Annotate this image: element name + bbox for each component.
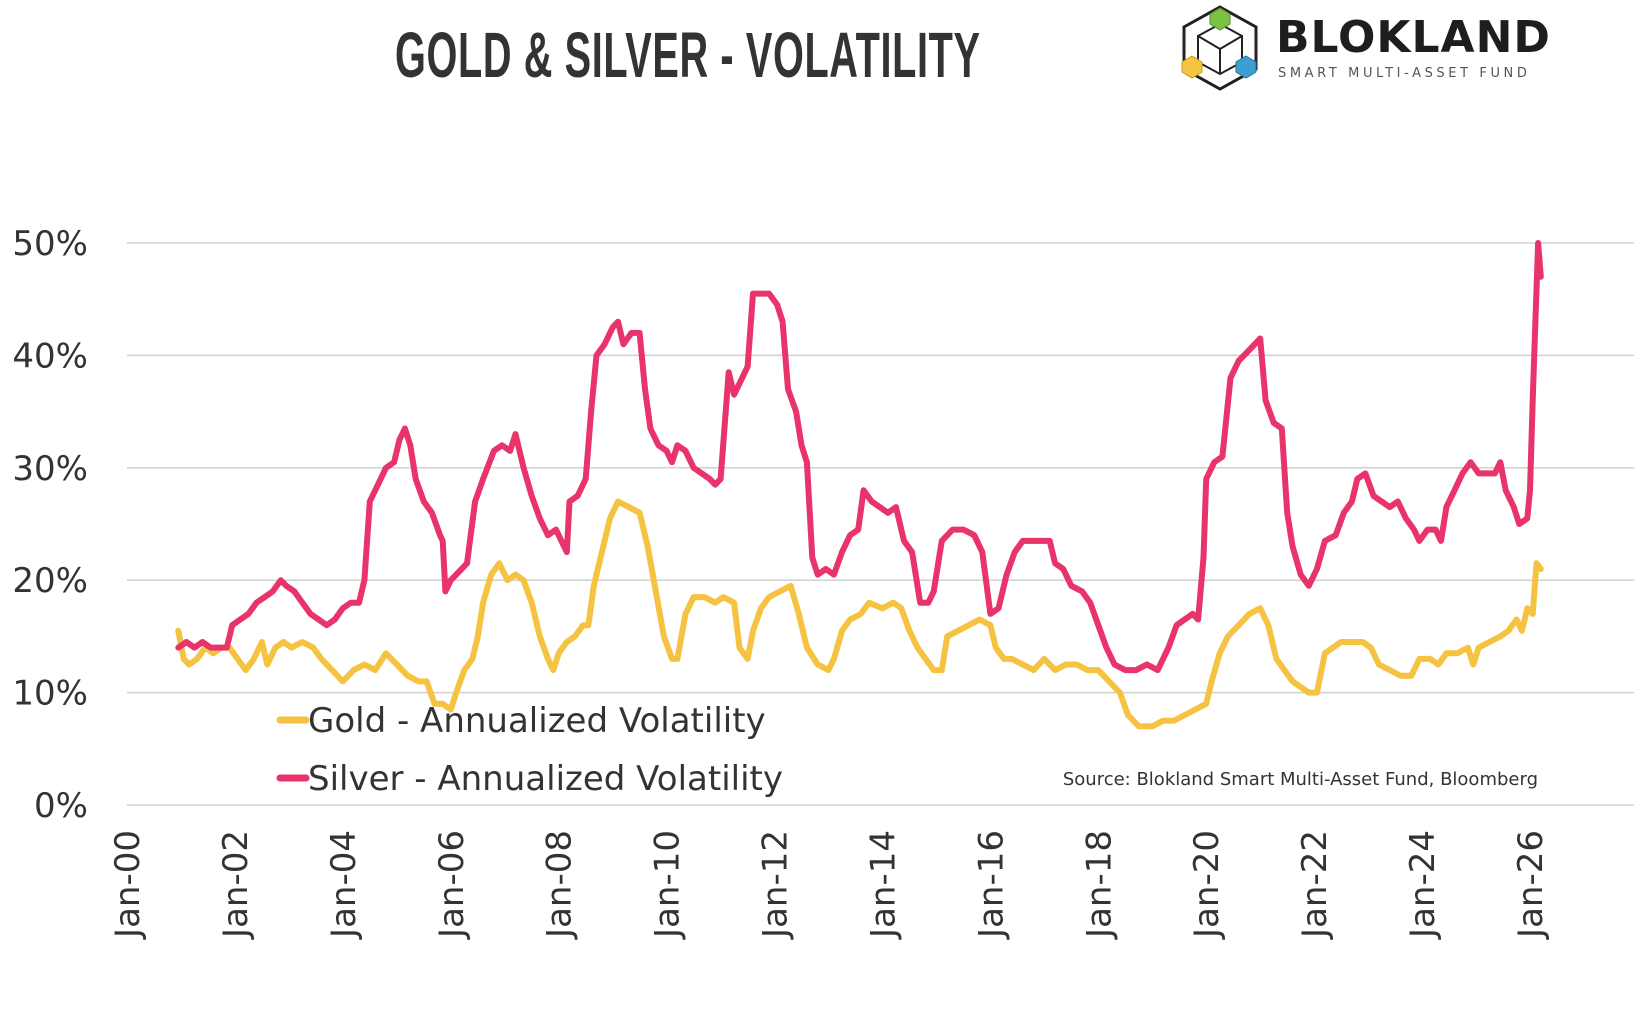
green-cube-icon xyxy=(1209,7,1231,31)
x-tick-label: Jan-08 xyxy=(540,830,580,940)
y-tick-label: 30% xyxy=(12,449,88,489)
x-tick-label: Jan-24 xyxy=(1403,830,1443,940)
x-axis-ticks: Jan-00 Jan-02 Jan-04 Jan-06 Jan-08 Jan-10 Jan-… xyxy=(108,830,1551,940)
x-tick-label: Jan-10 xyxy=(648,830,688,940)
series-line-silver xyxy=(175,240,1544,674)
x-tick-label: Jan-00 xyxy=(108,830,148,940)
y-tick-label: 20% xyxy=(12,561,88,601)
gridlines xyxy=(127,242,1634,806)
brand-name: BLOKLAND xyxy=(1276,12,1551,63)
blue-cube-icon xyxy=(1235,55,1257,79)
x-tick-label: Jan-26 xyxy=(1511,830,1551,940)
brand-tagline: SMART MULTI-ASSET FUND xyxy=(1278,66,1531,81)
chart-title: GOLD & SILVER - VOLATILITY xyxy=(395,19,981,91)
legend-label-silver: Silver - Annualized Volatility xyxy=(308,759,783,799)
y-tick-label: 40% xyxy=(12,336,88,376)
yellow-cube-icon xyxy=(1181,55,1203,79)
x-tick-label: Jan-18 xyxy=(1079,830,1119,940)
x-tick-label: Jan-14 xyxy=(863,830,903,940)
x-tick-label: Jan-12 xyxy=(756,830,796,940)
source-note: Source: Blokland Smart Multi-Asset Fund,… xyxy=(1063,769,1538,790)
brand-logo: BLOKLAND SMART MULTI-ASSET FUND xyxy=(1180,4,1630,92)
y-axis-ticks: 0% 10% 20% 30% 40% 50% xyxy=(12,224,88,826)
x-tick-label: Jan-20 xyxy=(1187,830,1227,940)
cube-hexagon-icon xyxy=(1181,5,1258,91)
x-tick-label: Jan-06 xyxy=(432,830,472,940)
x-tick-label: Jan-02 xyxy=(216,830,256,940)
x-tick-label: Jan-22 xyxy=(1295,830,1335,940)
series-lines xyxy=(175,240,1544,730)
y-tick-label: 50% xyxy=(12,224,88,264)
x-tick-label: Jan-04 xyxy=(324,830,364,940)
y-tick-label: 10% xyxy=(12,674,88,714)
legend: Gold - Annualized Volatility Silver - An… xyxy=(276,701,783,799)
x-tick-label: Jan-16 xyxy=(971,830,1011,940)
y-tick-label: 0% xyxy=(34,786,88,826)
series-line-gold xyxy=(175,498,1544,730)
legend-label-gold: Gold - Annualized Volatility xyxy=(308,701,766,741)
